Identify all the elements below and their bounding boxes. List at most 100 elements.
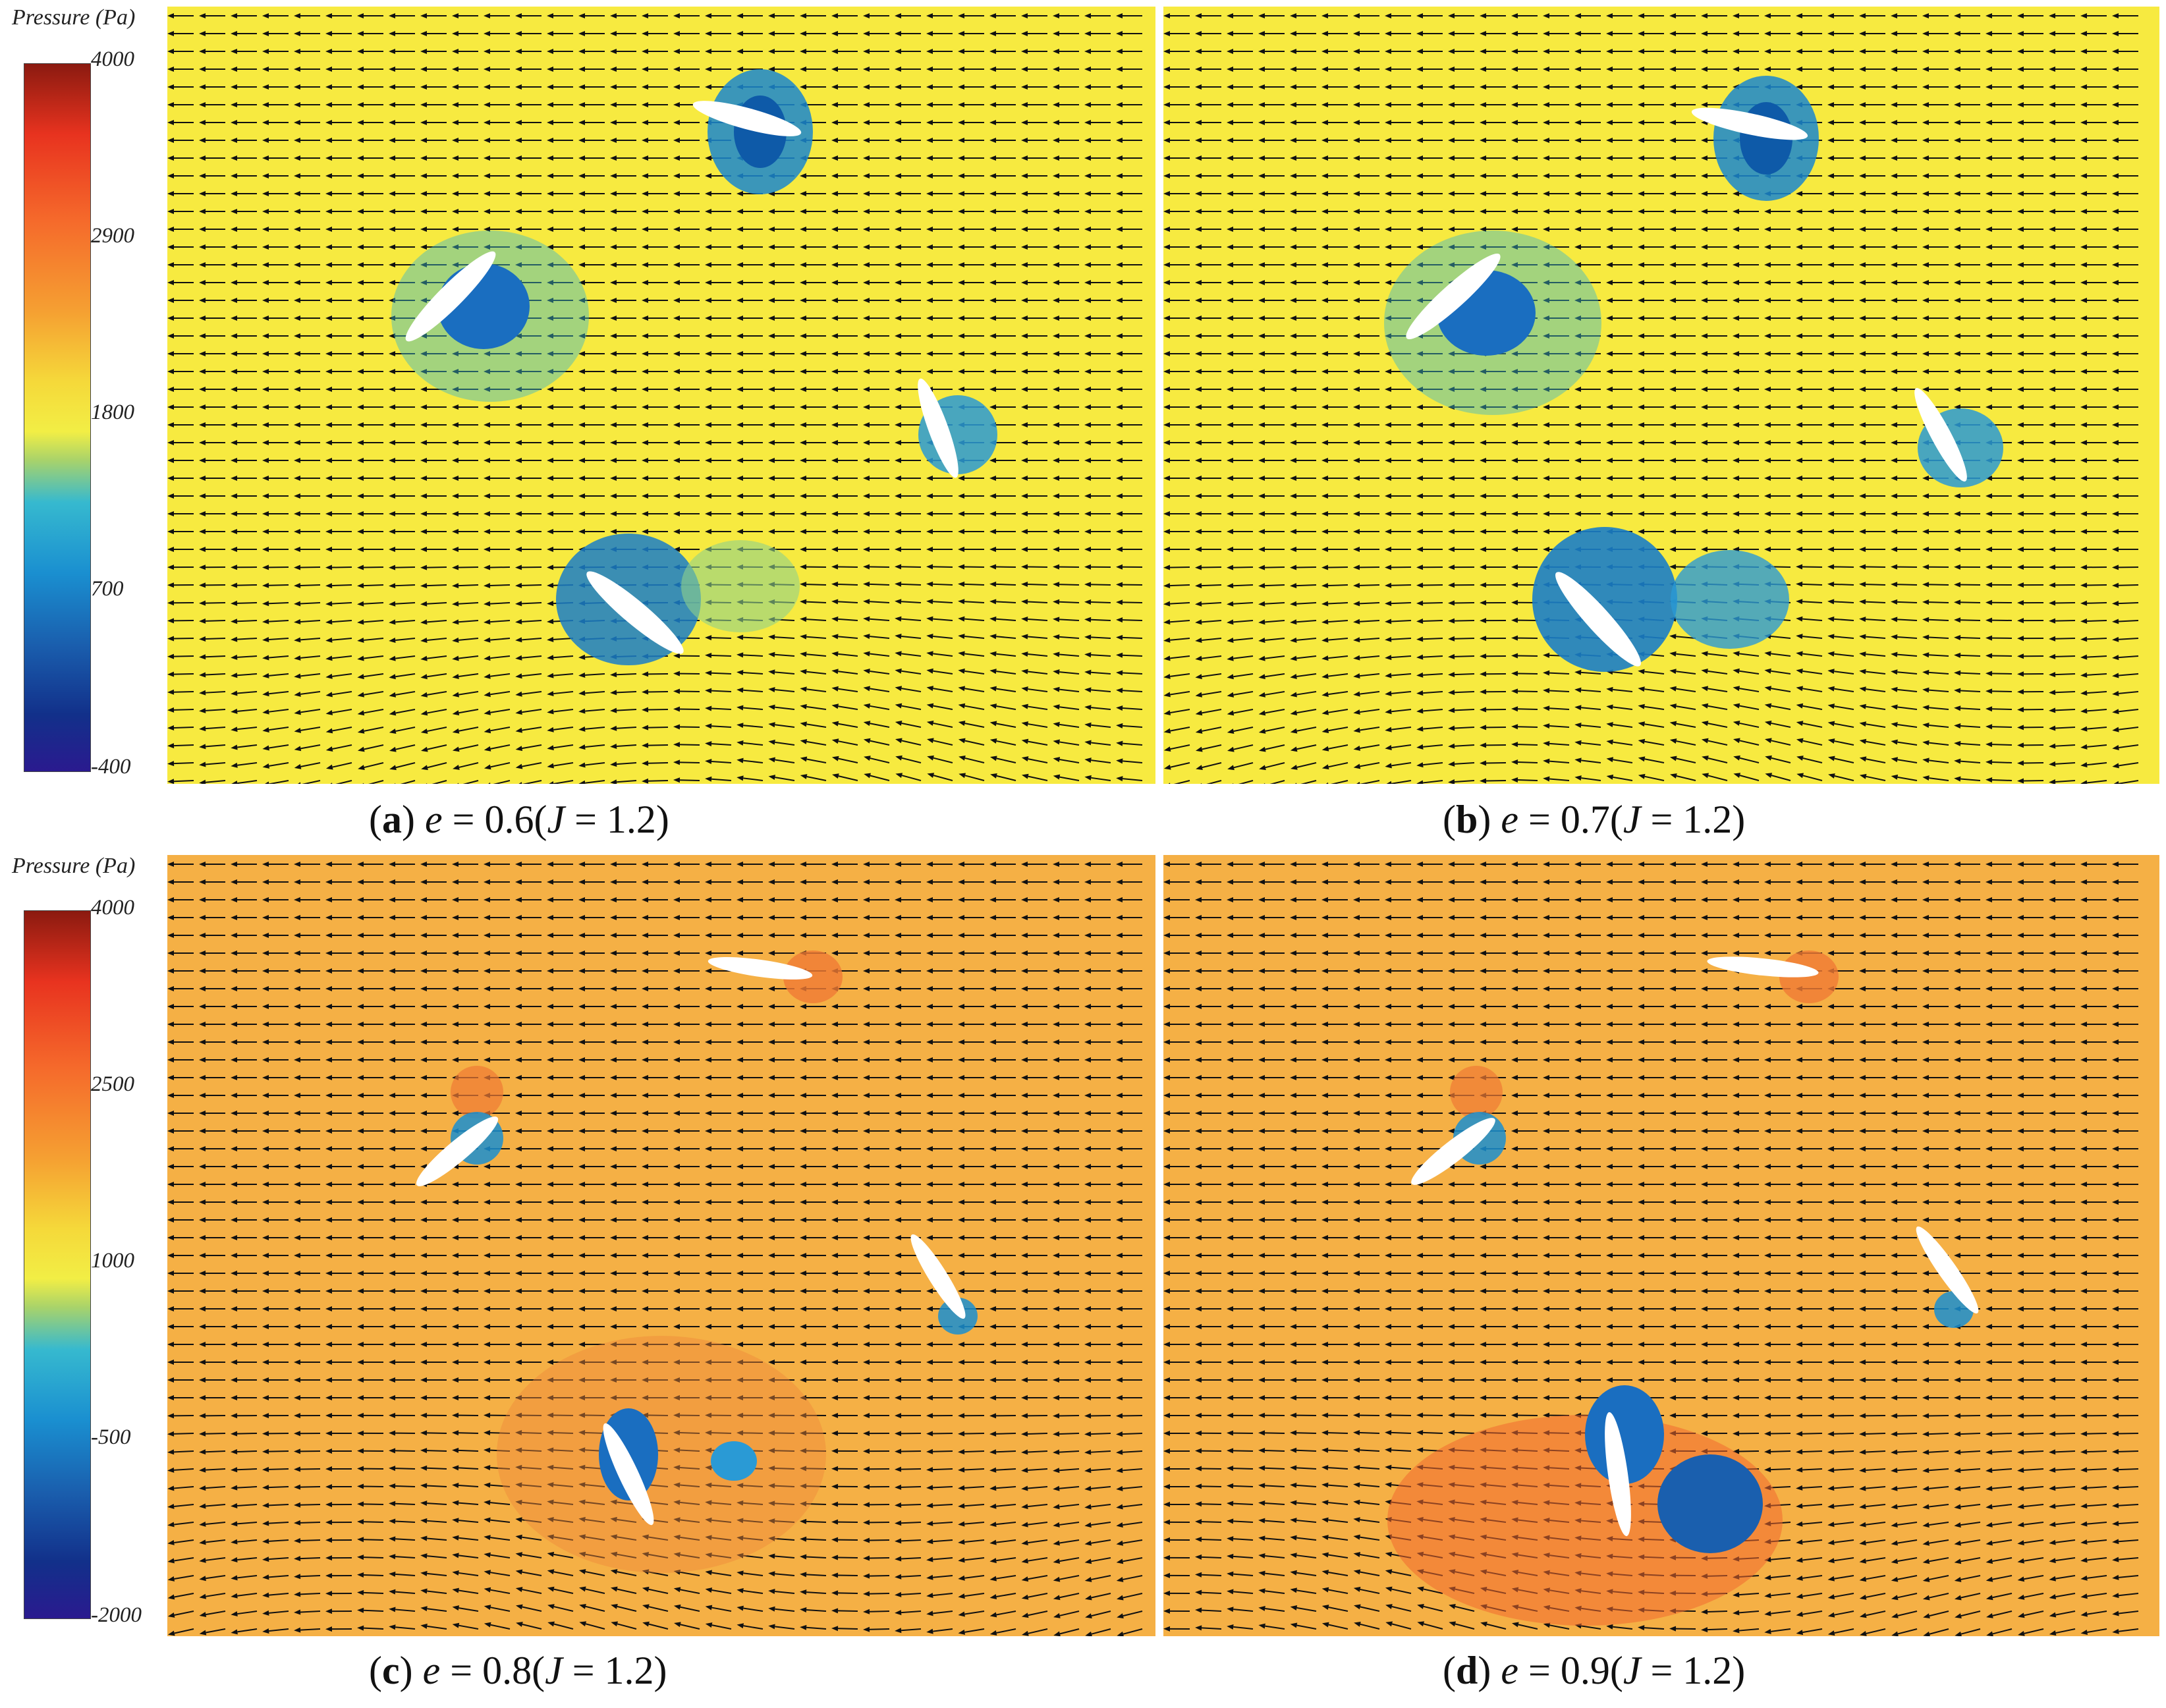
velocity-arrowhead — [1638, 529, 1644, 534]
velocity-arrowhead — [2049, 493, 2055, 499]
velocity-arrowhead — [1021, 173, 1028, 179]
velocity-arrow — [363, 566, 384, 568]
velocity-arrowhead — [325, 155, 332, 161]
velocity-arrowhead — [1353, 191, 1360, 196]
velocity-arrow — [964, 757, 985, 763]
velocity-arrowhead — [1733, 387, 1739, 392]
velocity-arrowhead — [1701, 547, 1708, 552]
velocity-vectors-a — [167, 13, 1143, 784]
velocity-arrowhead — [231, 209, 237, 214]
velocity-arrowhead — [1084, 369, 1091, 374]
velocity-arrowhead — [1258, 601, 1265, 607]
velocity-arrowhead — [989, 84, 996, 90]
velocity-arrow — [300, 691, 321, 695]
velocity-arrowhead — [1227, 601, 1234, 607]
velocity-arrowhead — [325, 511, 332, 516]
velocity-arrowhead — [1084, 634, 1092, 640]
velocity-arrowhead — [1922, 280, 1929, 285]
velocity-arrowhead — [547, 529, 553, 534]
velocity-arrow — [236, 620, 258, 622]
velocity-arrowhead — [1511, 547, 1518, 552]
velocity-arrowhead — [484, 102, 490, 107]
velocity-arrow — [2086, 638, 2107, 640]
velocity-arrow — [1296, 602, 1317, 605]
velocity-arrowhead — [2017, 547, 2024, 552]
velocity-arrowhead — [1543, 227, 1549, 232]
velocity-arrowhead — [1290, 619, 1297, 625]
velocity-arrowhead — [610, 49, 617, 54]
velocity-arrowhead — [262, 511, 269, 516]
velocity-arrowhead — [958, 191, 964, 196]
velocity-arrowhead — [420, 565, 428, 570]
velocity-arrowhead — [1606, 49, 1613, 54]
velocity-arrowhead — [1669, 493, 1676, 499]
velocity-arrowhead — [357, 728, 365, 734]
velocity-arrow — [901, 601, 922, 603]
velocity-arrow — [426, 566, 447, 568]
velocity-arrow — [553, 762, 574, 767]
velocity-arrowhead — [1258, 227, 1265, 232]
velocity-arrowhead — [1163, 404, 1170, 410]
velocity-arrowhead — [484, 138, 490, 143]
velocity-arrowhead — [768, 209, 775, 214]
velocity-arrowhead — [1701, 102, 1708, 107]
velocity-arrowhead — [989, 138, 996, 143]
velocity-arrowhead — [2049, 618, 2056, 624]
velocity-arrowhead — [673, 280, 680, 285]
velocity-arrowhead — [642, 440, 648, 445]
velocity-arrowhead — [2017, 67, 2024, 72]
velocity-arrowhead — [389, 422, 395, 427]
velocity-arrowhead — [294, 493, 300, 499]
velocity-arrowhead — [515, 619, 522, 624]
velocity-arrowhead — [1701, 511, 1708, 516]
velocity-arrow — [585, 762, 605, 766]
velocity-arrowhead — [1290, 298, 1296, 303]
velocity-arrowhead — [1764, 49, 1771, 54]
velocity-arrow — [616, 727, 637, 729]
velocity-arrowhead — [958, 31, 964, 36]
velocity-arrowhead — [1227, 351, 1233, 356]
velocity-arrowhead — [547, 369, 553, 374]
velocity-arrowhead — [1859, 529, 1866, 534]
velocity-arrowhead — [2049, 280, 2055, 285]
velocity-arrowhead — [199, 13, 206, 18]
velocity-arrowhead — [705, 688, 712, 694]
velocity-arrowhead — [167, 636, 175, 642]
velocity-arrowhead — [1227, 476, 1233, 481]
velocity-arrowhead — [800, 721, 807, 727]
velocity-arrowhead — [1543, 173, 1549, 179]
velocity-arrowhead — [231, 619, 238, 624]
velocity-arrowhead — [1321, 227, 1328, 232]
velocity-arrowhead — [1021, 387, 1028, 392]
velocity-arrowhead — [1116, 688, 1123, 694]
velocity-arrowhead — [2049, 636, 2056, 642]
velocity-arrowhead — [515, 582, 522, 588]
velocity-arrowhead — [1053, 422, 1059, 427]
velocity-arrowhead — [2080, 404, 2087, 410]
velocity-arrowhead — [926, 529, 933, 534]
velocity-arrowhead — [262, 351, 269, 356]
velocity-arrowhead — [673, 493, 680, 499]
velocity-arrowhead — [1227, 227, 1233, 232]
velocity-arrowhead — [1195, 31, 1202, 36]
velocity-arrowhead — [578, 440, 585, 445]
velocity-arrowhead — [1021, 244, 1028, 250]
velocity-arrowhead — [167, 458, 174, 463]
velocity-arrowhead — [231, 582, 238, 588]
velocity-arrowhead — [800, 333, 806, 339]
velocity-arrowhead — [2017, 244, 2024, 250]
velocity-arrowhead — [1669, 280, 1676, 285]
velocity-arrow — [364, 620, 384, 623]
velocity-arrowhead — [1290, 209, 1296, 214]
velocity-arrow — [458, 584, 479, 587]
velocity-arrowhead — [1701, 440, 1708, 445]
velocity-arrowhead — [1290, 316, 1296, 321]
velocity-arrowhead — [2017, 173, 2024, 179]
velocity-arrowhead — [1954, 635, 1961, 641]
velocity-arrowhead — [1353, 511, 1360, 516]
velocity-arrowhead — [926, 511, 933, 516]
velocity-arrowhead — [2049, 600, 2056, 606]
velocity-arrowhead — [1954, 67, 1960, 72]
velocity-arrowhead — [262, 476, 269, 481]
velocity-arrowhead — [958, 102, 964, 107]
